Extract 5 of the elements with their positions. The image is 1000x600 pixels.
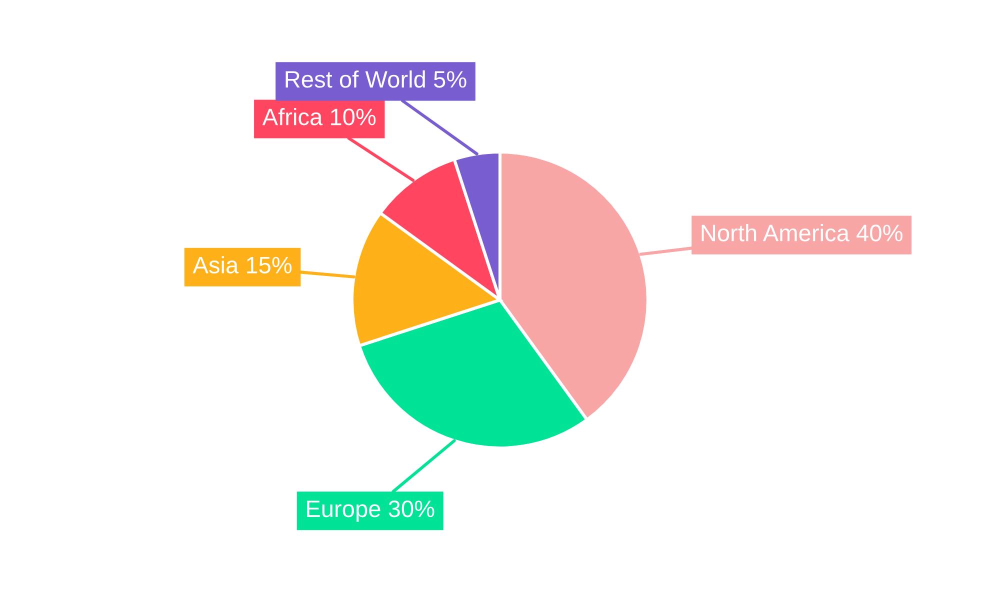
- slice-label: Asia 15%: [192, 256, 292, 274]
- slice-label: Europe 30%: [307, 500, 434, 522]
- slice-label: Rest of World 5%: [286, 70, 466, 88]
- slice-label: Africa 10%: [262, 108, 376, 126]
- slice-label: North America 40%: [702, 224, 902, 242]
